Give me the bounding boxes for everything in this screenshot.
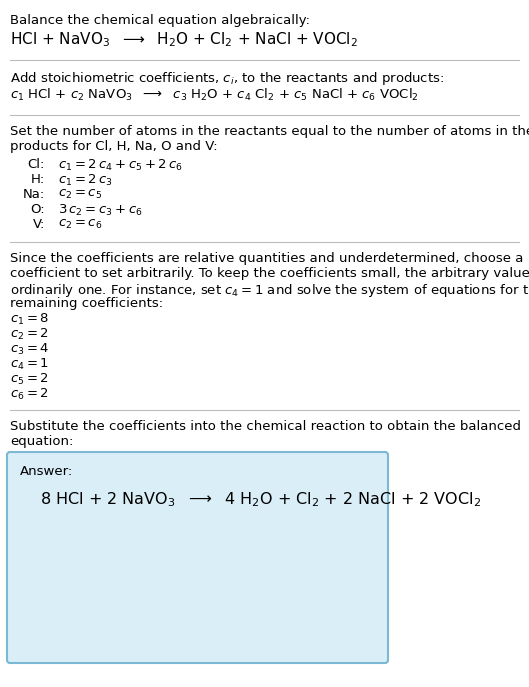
Text: coefficient to set arbitrarily. To keep the coefficients small, the arbitrary va: coefficient to set arbitrarily. To keep … — [10, 267, 529, 280]
Text: Set the number of atoms in the reactants equal to the number of atoms in the: Set the number of atoms in the reactants… — [10, 125, 529, 138]
Text: products for Cl, H, Na, O and V:: products for Cl, H, Na, O and V: — [10, 140, 217, 153]
Text: Balance the chemical equation algebraically:: Balance the chemical equation algebraica… — [10, 14, 310, 27]
Text: V:: V: — [33, 218, 45, 231]
Text: Answer:: Answer: — [20, 465, 73, 478]
Text: Substitute the coefficients into the chemical reaction to obtain the balanced: Substitute the coefficients into the che… — [10, 420, 521, 433]
Text: $c_2 = c_5$: $c_2 = c_5$ — [58, 188, 102, 201]
Text: $c_1 = 2\,c_4 + c_5 + 2\,c_6$: $c_1 = 2\,c_4 + c_5 + 2\,c_6$ — [58, 158, 183, 173]
Text: ordinarily one. For instance, set $c_4 = 1$ and solve the system of equations fo: ordinarily one. For instance, set $c_4 =… — [10, 282, 529, 299]
Text: $c_2 = c_6$: $c_2 = c_6$ — [58, 218, 102, 231]
Text: Add stoichiometric coefficients, $c_i$, to the reactants and products:: Add stoichiometric coefficients, $c_i$, … — [10, 70, 444, 87]
Text: Since the coefficients are relative quantities and underdetermined, choose a: Since the coefficients are relative quan… — [10, 252, 523, 265]
Text: equation:: equation: — [10, 435, 74, 448]
Text: $3\,c_2 = c_3 + c_6$: $3\,c_2 = c_3 + c_6$ — [58, 203, 143, 218]
Text: $c_3 = 4$: $c_3 = 4$ — [10, 342, 49, 357]
Text: $c_1$ HCl + $c_2$ NaVO$_3$  $\longrightarrow$  $c_3$ H$_2$O + $c_4$ Cl$_2$ + $c_: $c_1$ HCl + $c_2$ NaVO$_3$ $\longrightar… — [10, 87, 419, 103]
Text: remaining coefficients:: remaining coefficients: — [10, 297, 163, 310]
Text: O:: O: — [30, 203, 45, 216]
Text: HCl + NaVO$_3$  $\longrightarrow$  H$_2$O + Cl$_2$ + NaCl + VOCl$_2$: HCl + NaVO$_3$ $\longrightarrow$ H$_2$O … — [10, 30, 358, 49]
Text: $c_1 = 8$: $c_1 = 8$ — [10, 312, 49, 327]
Text: Na:: Na: — [23, 188, 45, 201]
Text: $c_4 = 1$: $c_4 = 1$ — [10, 357, 49, 372]
FancyBboxPatch shape — [7, 452, 388, 663]
Text: $c_1 = 2\,c_3$: $c_1 = 2\,c_3$ — [58, 173, 113, 188]
Text: Cl:: Cl: — [28, 158, 45, 171]
Text: H:: H: — [31, 173, 45, 186]
Text: $c_5 = 2$: $c_5 = 2$ — [10, 372, 49, 387]
Text: 8 HCl + 2 NaVO$_3$  $\longrightarrow$  4 H$_2$O + Cl$_2$ + 2 NaCl + 2 VOCl$_2$: 8 HCl + 2 NaVO$_3$ $\longrightarrow$ 4 H… — [40, 490, 481, 508]
Text: $c_2 = 2$: $c_2 = 2$ — [10, 327, 49, 342]
Text: $c_6 = 2$: $c_6 = 2$ — [10, 387, 49, 402]
